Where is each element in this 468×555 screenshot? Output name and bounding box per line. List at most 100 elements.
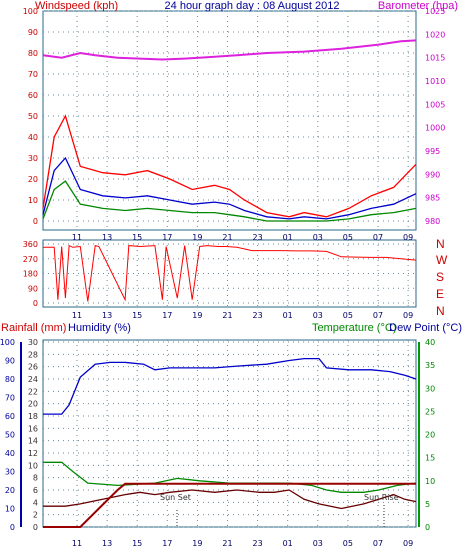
time-tick-label: 21	[222, 311, 232, 320]
humidity-tick-label: 100	[0, 338, 15, 347]
time-tick-label: 17	[162, 233, 172, 242]
direction-label-w: W	[436, 253, 448, 267]
rainfall-tick-label: 28	[28, 350, 38, 359]
temperature-tick-label: 0	[425, 523, 430, 532]
barometer-tick-label: 1000	[425, 124, 445, 133]
time-tick-label: 11	[72, 233, 82, 242]
temperature-tick-label: 40	[425, 338, 435, 347]
humidity-tick-label: 10	[5, 505, 15, 514]
wind-line-1	[42, 114, 417, 218]
rainfall-tick-label: 18	[28, 412, 38, 421]
time-tick-label: 15	[132, 539, 142, 548]
rainfall-tick-label: 22	[28, 387, 38, 396]
windspeed-tick-label: 50	[28, 112, 38, 121]
rainfall-line	[43, 482, 416, 528]
barometer-axis-title: Barometer (hpa)	[378, 0, 458, 12]
windspeed-tick-label: 70	[28, 70, 38, 79]
dewpoint-axis-title: Dew Point (°C)	[389, 322, 462, 334]
temperature-grid	[43, 340, 416, 528]
sunset-annotation: Sun Set	[160, 493, 191, 502]
rainfall-tick-label: 0	[33, 523, 38, 532]
wind-series	[42, 39, 417, 222]
dewpoint-line	[43, 489, 417, 510]
wind-grid	[43, 10, 416, 230]
humidity-tick-label: 30	[5, 468, 15, 477]
time-tick-label: 13	[102, 539, 112, 548]
time-tick-label: 09	[403, 539, 413, 548]
windspeed-tick-label: 20	[28, 175, 38, 184]
direction-label-s: S	[436, 270, 444, 284]
time-tick-label: 19	[192, 233, 202, 242]
temperature-tick-label: 10	[425, 477, 435, 486]
barometer-tick-label: 980	[425, 217, 440, 226]
direction-label-n-bottom: N	[436, 304, 445, 318]
direction-tick-label: 0	[33, 299, 38, 308]
windspeed-axis-title: Windspeed (kph)	[35, 0, 118, 12]
time-axis-labels: 11 13 15 17 19 21 23 01 03 05 07 09 11 13 15 17 19 21 23 01…	[72, 233, 413, 548]
humidity-tick-label: 20	[5, 486, 15, 495]
time-tick-label: 05	[343, 311, 353, 320]
temperature-axis-title: Temperature (°C)	[312, 322, 396, 334]
temperature-tick-label: 15	[425, 454, 435, 463]
wind-panel: 1009080706050403020100102510201015101010…	[23, 0, 458, 231]
time-tick-label: 19	[192, 311, 202, 320]
time-tick-label: 13	[102, 311, 112, 320]
direction-panel: 360 270 180 90 0 N W S E N	[23, 237, 448, 318]
direction-series	[43, 244, 417, 302]
windspeed-tick-label: 10	[28, 196, 38, 205]
barometer-tick-label: 1010	[425, 77, 445, 86]
rainfall-tick-label: 14	[28, 437, 38, 446]
rainfall-tick-label: 30	[28, 338, 38, 347]
barometer-tick-label: 1020	[425, 30, 445, 39]
humidity-tick-label: 70	[5, 394, 15, 403]
direction-tick-label: 270	[23, 255, 38, 264]
time-tick-label: 01	[283, 539, 293, 548]
windspeed-tick-label: 30	[28, 154, 38, 163]
time-tick-label: 23	[253, 539, 263, 548]
windspeed-tick-label: 60	[28, 91, 38, 100]
temperature-tick-label: 20	[425, 431, 435, 440]
rainfall-tick-label: 24	[28, 375, 38, 384]
wind-direction-line	[43, 244, 417, 302]
barometer-tick-label: 1025	[425, 7, 445, 16]
humidity-tick-label: 90	[5, 357, 15, 366]
time-tick-label: 05	[343, 539, 353, 548]
wind-line-2	[42, 156, 417, 220]
time-tick-label: 11	[72, 311, 82, 320]
rainfall-tick-label: 4	[33, 498, 38, 507]
rainfall-tick-label: 8	[33, 474, 38, 483]
rainfall-tick-label: 20	[28, 400, 38, 409]
direction-tick-label: 360	[23, 240, 38, 249]
time-tick-label: 09	[403, 311, 413, 320]
time-tick-label: 07	[373, 233, 383, 242]
direction-tick-label: 90	[28, 284, 38, 293]
chart-title: 24 hour graph day : 08 August 2012	[165, 0, 340, 12]
time-tick-label: 03	[313, 311, 323, 320]
windspeed-tick-label: 90	[28, 28, 38, 37]
temperature-plot-frame	[42, 339, 417, 528]
barometer-tick-label: 995	[425, 147, 440, 156]
rainfall-tick-label: 16	[28, 424, 38, 433]
windspeed-tick-label: 40	[28, 133, 38, 142]
humidity-line	[43, 357, 417, 415]
rainfall-tick-label: 12	[28, 449, 38, 458]
time-tick-label: 15	[132, 233, 142, 242]
time-tick-label: 05	[343, 233, 353, 242]
direction-grid	[43, 240, 416, 307]
windspeed-tick-label: 0	[33, 217, 38, 226]
time-tick-label: 17	[162, 539, 172, 548]
barometer-tick-label: 985	[425, 194, 440, 203]
time-tick-label: 21	[222, 233, 232, 242]
time-tick-label: 07	[373, 539, 383, 548]
time-tick-label: 03	[313, 233, 323, 242]
direction-label-n-top: N	[436, 237, 445, 251]
temperature-tick-label: 35	[425, 361, 435, 370]
wind-plot-frame	[42, 10, 417, 231]
temperature-tick-label: 30	[425, 384, 435, 393]
time-tick-label: 21	[222, 539, 232, 548]
temperature-tick-label: 5	[425, 500, 430, 509]
wind-line-3	[42, 180, 417, 222]
humidity-axis-title: Humidity (%)	[68, 322, 131, 334]
time-tick-label: 15	[132, 311, 142, 320]
